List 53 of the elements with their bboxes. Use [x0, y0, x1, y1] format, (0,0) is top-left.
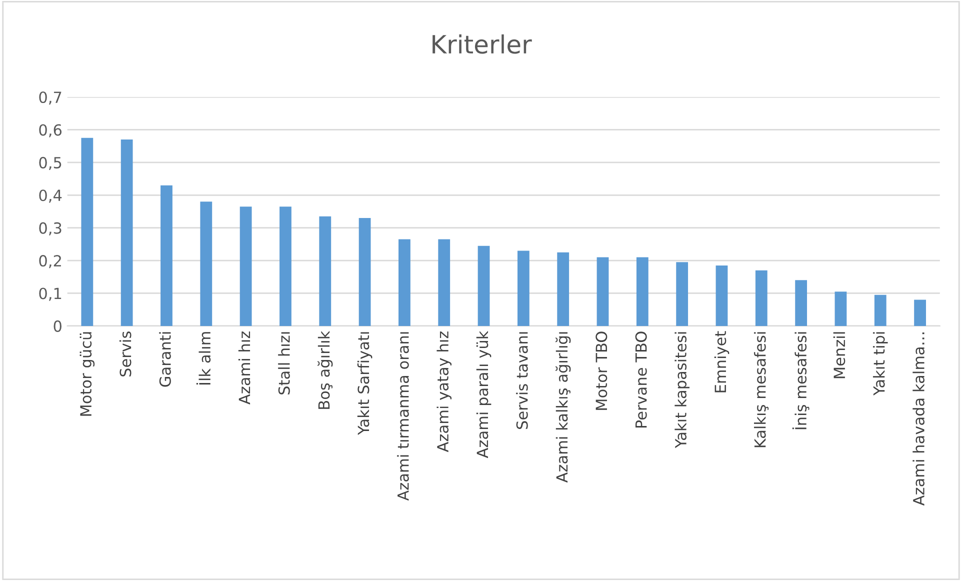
- x-tick-label: Motor gücü: [80, 332, 95, 416]
- x-tick-label: Garanti: [159, 332, 171, 387]
- bar: [517, 250, 530, 326]
- bar: [755, 270, 768, 326]
- y-tick-label: 0,4: [39, 190, 62, 203]
- bar: [280, 206, 292, 326]
- y-tick-label: 0,1: [39, 288, 62, 301]
- x-tick-label: Stall hızı: [278, 332, 290, 394]
- x-tick-label: Menzil: [833, 332, 846, 378]
- bar: [81, 138, 94, 326]
- bar: [478, 246, 490, 326]
- chart-title: Kriterler: [432, 34, 532, 54]
- bar: [914, 300, 926, 326]
- x-tick-label: Boş ağırlık: [318, 330, 333, 409]
- y-tick-label: 0,6: [39, 124, 62, 138]
- bar: [676, 262, 688, 326]
- x-tick-label: Yakıt kapasitesi: [674, 332, 690, 448]
- bar: [636, 257, 648, 326]
- x-tick-label: Azami paralı yük: [476, 330, 492, 458]
- x-tick-label: İniş mesafesi: [792, 332, 810, 430]
- x-tick-label: Azami tırmanma oranı: [397, 332, 409, 501]
- bar: [358, 218, 371, 326]
- bar: [160, 185, 172, 326]
- bar: [874, 294, 886, 326]
- x-tick-label: Motor TBO: [596, 332, 608, 410]
- y-tick-label: 0,3: [39, 222, 62, 236]
- x-tick-label: İlk alım: [196, 332, 211, 384]
- x-tick-label: Yakıt Sarfiyatı: [357, 332, 372, 435]
- x-tick-label: Yakıt tipi: [872, 332, 888, 396]
- y-tick-label: 0,7: [39, 91, 62, 105]
- bar: [240, 206, 252, 326]
- x-tick-label: Azami kalkış ağırlığı: [556, 332, 571, 483]
- bar: [319, 216, 332, 326]
- bar: [716, 265, 728, 326]
- bar: [200, 202, 212, 326]
- x-tick-label: Servis tavanı: [516, 332, 528, 429]
- y-tick-label: 0: [54, 320, 62, 332]
- x-tick-label: Servis: [119, 332, 132, 376]
- y-tick-label: 0,2: [39, 255, 61, 268]
- x-tick-label: Kalkış mesafesi: [754, 332, 769, 448]
- x-tick-label: Azami hız: [238, 331, 250, 404]
- x-tick-label: Azami yatay hız: [436, 331, 452, 452]
- bar: [398, 239, 410, 326]
- bar: [557, 252, 570, 326]
- x-tick-label: Emniyet: [714, 331, 730, 392]
- x-tick-label: Pervane TBO: [635, 332, 647, 428]
- x-tick-label: Azami havada kalma…: [912, 332, 924, 506]
- bar: [795, 280, 808, 326]
- bar: [120, 140, 133, 326]
- bar: [596, 257, 609, 326]
- y-tick-label: 0,5: [39, 156, 62, 170]
- bar: [834, 292, 847, 326]
- bar: [438, 239, 450, 326]
